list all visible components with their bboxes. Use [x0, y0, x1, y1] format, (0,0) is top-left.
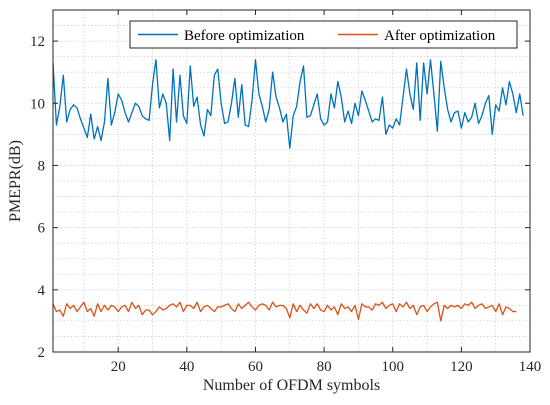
legend-label-before: Before optimization [184, 28, 305, 44]
legend-label-after: After optimization [384, 28, 496, 44]
x-tick-label: 60 [248, 359, 263, 375]
legend-box [129, 20, 518, 49]
y-tick-label: 2 [38, 345, 46, 361]
plot-frame [52, 9, 531, 353]
series-line-before-optimization [52, 59, 524, 150]
legend: Before optimization After optimization [129, 20, 518, 49]
x-tick-label: 100 [381, 359, 404, 375]
axis-ticks: 20 40 60 80 100 120 140 2 4 6 8 10 12 [30, 10, 541, 375]
y-tick-label: 6 [38, 221, 46, 237]
y-tick-label: 10 [30, 96, 45, 112]
y-tick-label: 4 [38, 283, 46, 299]
series-line-after-optimization [52, 301, 517, 322]
y-axis-label: PMEPR(dB) [7, 140, 24, 222]
x-tick-label: 120 [450, 359, 473, 375]
x-axis-label: Number of OFDM symbols [203, 377, 380, 394]
x-tick-label: 20 [111, 359, 126, 375]
y-tick-label: 12 [30, 34, 45, 50]
y-tick-label: 8 [38, 158, 46, 174]
x-tick-label: 80 [317, 359, 332, 375]
x-tick-label: 40 [179, 359, 194, 375]
series-lines [52, 59, 524, 322]
x-tick-label: 140 [519, 359, 542, 375]
